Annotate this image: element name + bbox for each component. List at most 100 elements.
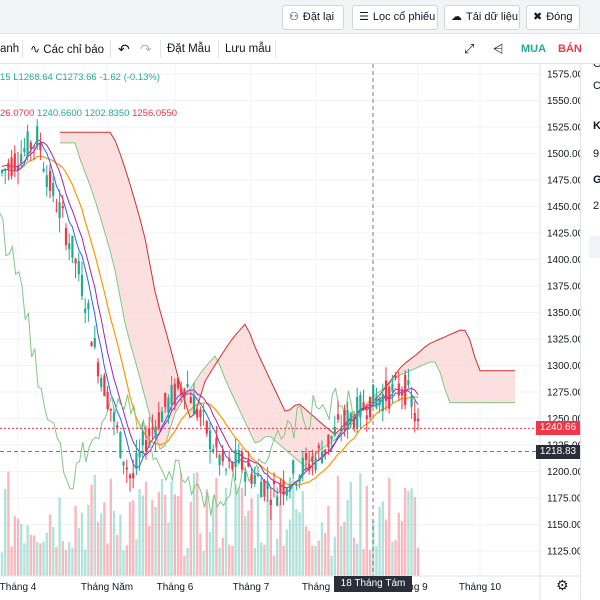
candle-body <box>308 463 311 471</box>
volume-bar <box>55 547 58 576</box>
volume-bar <box>368 550 372 576</box>
volume-bar <box>391 541 394 576</box>
candle-body <box>375 396 378 408</box>
volume-bar <box>333 536 336 576</box>
volume-bar <box>317 540 320 576</box>
indicators-button[interactable]: ∿ Các chỉ báo <box>30 34 104 64</box>
stock-filter-button[interactable]: ☰ Lọc cổ phiếu <box>352 5 438 30</box>
ichimoku-cloud <box>60 131 515 467</box>
candle-body <box>180 387 183 395</box>
volume-bar <box>103 502 106 576</box>
price-tick-label: 1175.00 <box>547 494 580 505</box>
volume-bar <box>237 487 240 576</box>
volume-bar <box>96 521 100 576</box>
volume-bar <box>90 484 93 576</box>
volume-bar <box>36 541 39 576</box>
volume-bar <box>141 495 144 576</box>
volume-bar <box>285 529 288 576</box>
candle-body <box>157 412 160 429</box>
candle-body <box>272 480 276 484</box>
template-button[interactable]: Đặt Mẫu <box>167 34 210 64</box>
volume-bar <box>180 472 183 576</box>
price-tick-label: 1300.00 <box>547 361 580 372</box>
volume-bar <box>167 522 170 576</box>
reference-price-label: 1218.83 <box>536 445 580 459</box>
price-chart[interactable]: 1575.00 1550.00 1525.00 1500.00 1475.00 1450.… <box>0 64 584 600</box>
volume-bar <box>186 547 189 576</box>
volume-bar <box>336 475 340 576</box>
save-template-button[interactable]: Lưu mẫu <box>225 43 272 55</box>
price-tick-label: 1425.00 <box>547 229 580 240</box>
rp-label-4: 9 <box>593 148 600 160</box>
redo-icon[interactable]: ↷ <box>140 41 152 57</box>
candle-body <box>61 206 64 209</box>
candle-body <box>352 418 356 428</box>
toolbar-divider <box>275 40 276 58</box>
candle-body <box>279 482 282 492</box>
volume-bars <box>0 471 420 576</box>
candle-body <box>135 452 138 470</box>
volume-bar <box>202 551 205 576</box>
close-icon: ✖ <box>533 11 543 23</box>
filter-icon: ☰ <box>359 11 369 23</box>
candle-body <box>349 412 352 423</box>
interval-label[interactable]: anh <box>0 43 20 55</box>
volume-bar <box>375 546 378 576</box>
candle-body <box>298 475 301 483</box>
indicators-label: Các chỉ báo <box>43 44 104 56</box>
price-tick-label: 1525.00 <box>547 123 580 134</box>
download-data-label: Tải dữ liệu <box>466 11 518 23</box>
reset-label: Đặt lại <box>302 11 335 23</box>
candle-body <box>205 421 208 434</box>
candle-body <box>362 402 365 410</box>
price-tick-label: 1475.00 <box>547 176 580 187</box>
volume-bar <box>183 555 186 576</box>
volume-bar <box>0 552 4 576</box>
toolbar-divider <box>160 40 161 58</box>
price-tick-label: 1400.00 <box>547 255 580 266</box>
candle-body <box>183 388 186 399</box>
volume-bar <box>346 500 349 576</box>
candle-body <box>292 460 295 474</box>
download-data-button[interactable]: ☁ Tải dữ liệu <box>444 5 520 30</box>
candle-body <box>112 412 116 422</box>
candle-body <box>192 395 196 415</box>
candle-body <box>109 408 112 411</box>
undo-icon[interactable]: ↶ <box>118 41 130 57</box>
time-tick-label: Tháng 4 <box>0 582 37 593</box>
share-icon[interactable]: ⩤ <box>493 41 504 56</box>
volume-bar <box>266 486 269 576</box>
volume-bar <box>173 494 176 576</box>
volume-bar <box>148 525 151 576</box>
candle-body <box>311 456 314 463</box>
candle-body <box>391 383 394 392</box>
volume-bar <box>26 525 29 576</box>
close-button[interactable]: ✖ Đóng <box>526 5 580 30</box>
sell-button[interactable]: BÁN <box>558 43 582 55</box>
chart-canvas[interactable]: 1575.00 1550.00 1525.00 1500.00 1475.00 1450.… <box>0 64 584 600</box>
stock-filter-label: Lọc cổ phiếu <box>372 11 436 23</box>
candle-body <box>413 413 416 422</box>
candle-body <box>164 392 167 408</box>
candle-body <box>237 450 240 464</box>
volume-bar <box>189 501 192 576</box>
reset-button[interactable]: ⚇ Đặt lại <box>282 5 344 30</box>
gear-icon[interactable]: ⚙ <box>556 577 569 593</box>
buy-button[interactable]: MUA <box>521 43 547 55</box>
candle-body <box>221 450 224 462</box>
volume-bar <box>231 545 234 576</box>
price-tick-label: 1125.00 <box>547 547 580 558</box>
candle-body <box>260 481 263 498</box>
candle-body <box>16 165 20 170</box>
candle-body <box>13 153 16 170</box>
volume-bar <box>106 543 109 576</box>
volume-bar <box>132 500 135 576</box>
fullscreen-icon[interactable]: ⤢ <box>464 41 475 56</box>
volume-bar <box>352 537 356 576</box>
moving-average-line <box>1 155 419 486</box>
candle-body <box>68 243 71 250</box>
volume-bar <box>240 487 244 576</box>
volume-bar <box>330 555 333 576</box>
candle-body <box>93 338 96 348</box>
volume-bar <box>394 540 397 576</box>
